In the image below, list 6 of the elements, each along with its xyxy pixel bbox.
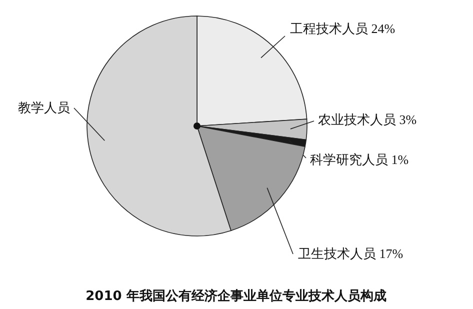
slice-label: 教学人员 (18, 100, 70, 115)
text: 2010 年我国公有经济企事业单位专业技术人员构成 (86, 288, 386, 304)
slice-label: 卫生技术人员 17% (298, 246, 404, 261)
slice-label: 科学研究人员 1% (310, 152, 409, 167)
slice-label: 工程技术人员 24% (290, 21, 396, 36)
slice-label: 农业技术人员 3% (318, 112, 417, 127)
